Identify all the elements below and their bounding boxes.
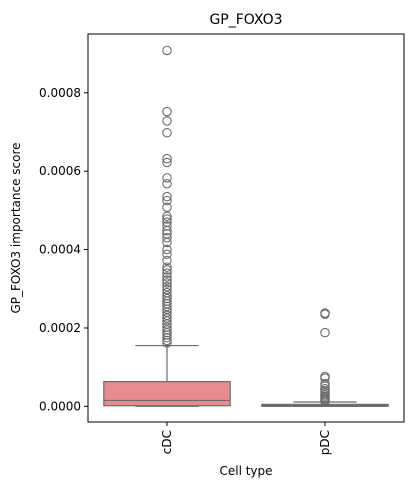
outlier-point	[162, 313, 172, 323]
outlier-point	[162, 322, 172, 332]
y-tick-label: 0.0000	[39, 399, 81, 413]
outlier-point	[162, 291, 172, 301]
y-tick-label: 0.0006	[39, 164, 81, 178]
outlier-point	[162, 153, 172, 164]
outlier-point	[162, 191, 172, 202]
outlier-point	[162, 268, 172, 278]
outlier-point	[162, 265, 172, 275]
outlier-point	[162, 214, 172, 224]
outlier-point	[162, 211, 172, 221]
plot-area	[87, 33, 405, 423]
outlier-point	[320, 378, 330, 389]
outlier-point	[162, 249, 172, 260]
outlier-point	[162, 221, 172, 231]
outlier-point	[320, 309, 330, 319]
outlier-point	[162, 325, 172, 335]
outlier-point	[162, 202, 172, 212]
outlier-point	[162, 128, 172, 138]
outlier-point	[162, 275, 172, 285]
x-tick-label: pDC	[318, 430, 332, 455]
outlier-point	[162, 301, 172, 312]
outlier-point	[162, 278, 172, 288]
outlier-point	[162, 293, 172, 304]
outlier-point	[162, 106, 172, 117]
outlier-point	[162, 316, 172, 326]
outlier-point	[320, 373, 330, 383]
outlier-point	[162, 45, 172, 56]
outlier-point	[162, 244, 172, 255]
outlier-point	[320, 327, 330, 338]
y-tick-label: 0.0004	[39, 243, 81, 257]
outlier-point	[162, 330, 172, 340]
x-tick-label: cDC	[160, 430, 174, 454]
outlier-point	[162, 157, 172, 168]
box-group-pDC	[261, 308, 389, 407]
outlier-point	[162, 178, 172, 189]
outlier-point	[162, 284, 172, 295]
outlier-point	[162, 116, 172, 126]
y-axis: 0.0000 0.0002 0.0004 0.0006 0.0008	[39, 86, 88, 413]
outlier-point	[162, 332, 172, 343]
x-axis: cDC pDC	[160, 422, 332, 455]
outlier-point	[162, 233, 172, 243]
outlier-point	[162, 335, 172, 346]
box	[103, 381, 231, 407]
outlier-point	[162, 296, 172, 307]
y-axis-label: GP_FOXO3 importance score	[9, 142, 23, 313]
outlier-point	[162, 272, 172, 282]
outlier-point	[162, 255, 172, 266]
box-group-cDC	[103, 45, 231, 407]
x-axis-label: Cell type	[219, 464, 272, 478]
outlier-point	[162, 262, 172, 272]
outlier-point	[162, 327, 172, 338]
outlier-point	[162, 237, 172, 248]
outlier-point	[162, 304, 172, 314]
y-tick-label: 0.0008	[39, 86, 81, 100]
outlier-point	[162, 225, 172, 236]
outlier-point	[320, 396, 330, 406]
outlier-point	[162, 282, 172, 292]
outlier-point	[162, 195, 172, 206]
plot-frame	[87, 33, 405, 423]
outlier-point	[162, 338, 172, 348]
chart-title: GP_FOXO3	[209, 12, 282, 28]
outlier-point	[162, 173, 172, 183]
y-tick-label: 0.0002	[39, 321, 81, 335]
